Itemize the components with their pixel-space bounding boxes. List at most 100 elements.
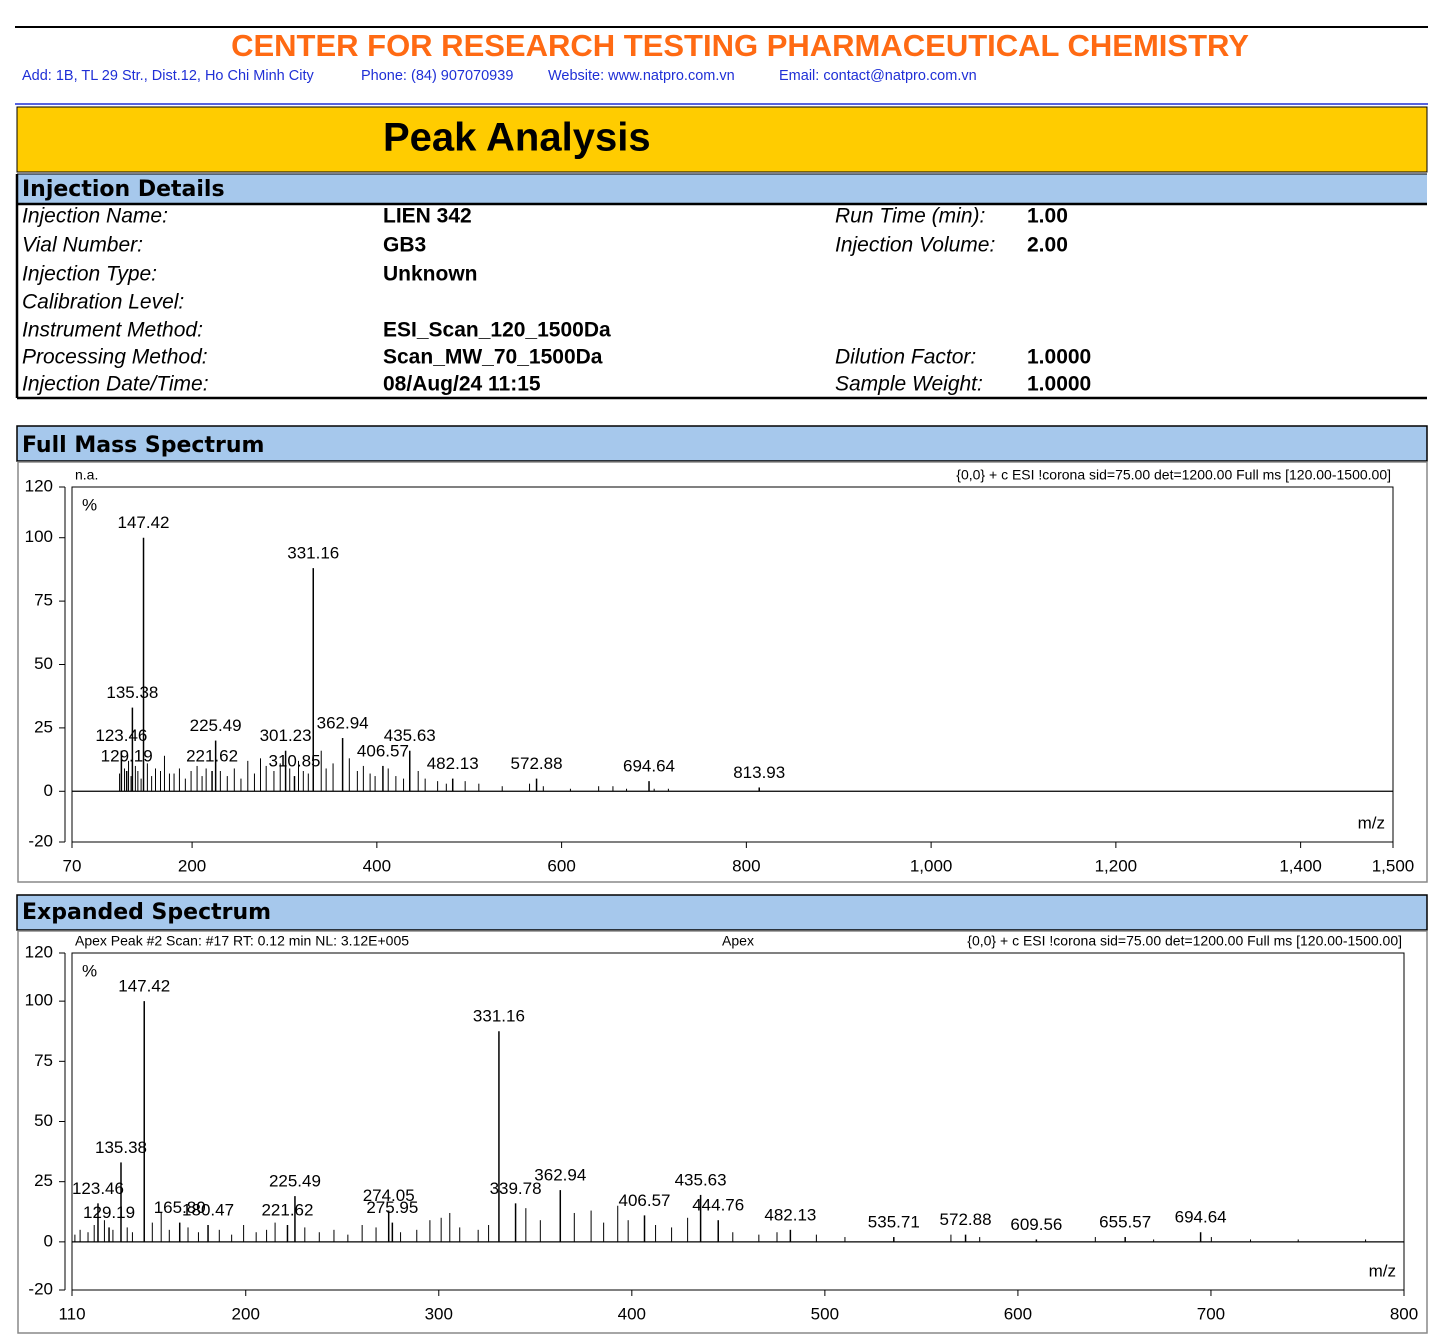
peak-label: 135.38 [95, 1138, 147, 1157]
peak-label: 339.78 [490, 1179, 542, 1198]
x-tick-label: 200 [232, 1304, 260, 1323]
peak-label: 572.88 [940, 1210, 992, 1229]
peak-label: 123.46 [95, 726, 147, 745]
y-tick-label: 50 [34, 1111, 53, 1130]
detail-label: Processing Method: [22, 346, 208, 369]
peak-label: 482.13 [427, 754, 479, 773]
detail-value: 1.0000 [1027, 373, 1091, 396]
chart-frame [17, 930, 1428, 1334]
section-bar [16, 425, 1428, 462]
peak-label: 225.49 [190, 716, 242, 735]
peak-label: 123.46 [72, 1179, 124, 1198]
detail-value: LIEN 342 [383, 205, 472, 228]
x-tick-label: 600 [547, 856, 575, 875]
x-tick-label: 1,500 [1372, 856, 1415, 875]
x-tick-label: 1,200 [1095, 856, 1138, 875]
detail-value: Unknown [383, 263, 478, 286]
section-title: Expanded Spectrum [22, 900, 271, 925]
y-tick-label: 75 [34, 591, 53, 610]
x-unit: m/z [1369, 1261, 1396, 1280]
peak-label: 331.16 [473, 1007, 525, 1026]
x-tick-label: 400 [618, 1304, 646, 1323]
y-tick-label: 120 [25, 476, 53, 495]
x-tick-label: 200 [178, 856, 206, 875]
peak-label: 310.85 [268, 752, 320, 771]
center-title: CENTER FOR RESEARCH TESTING PHARMACEUTIC… [231, 28, 1249, 63]
detail-value: 1.00 [1027, 205, 1068, 228]
y-tick-label: 100 [25, 527, 53, 546]
x-tick-label: 600 [1004, 1304, 1032, 1323]
phone: Phone: (84) 907070939 [361, 68, 513, 84]
detail-label: Vial Number: [22, 234, 143, 257]
y-tick-label: -20 [28, 831, 53, 850]
plot-box [71, 486, 1394, 843]
peak-label: 129.19 [83, 1203, 135, 1222]
x-tick-label: 300 [425, 1304, 453, 1323]
peak-label: 406.57 [619, 1191, 671, 1210]
peak-label: 331.16 [287, 544, 339, 563]
section-bar [17, 174, 1427, 204]
peak-label: 147.42 [118, 977, 170, 996]
detail-label: Injection Date/Time: [22, 373, 209, 396]
x-tick-label: 1,000 [910, 856, 953, 875]
peak-label: 221.62 [261, 1200, 313, 1219]
peak-label: 535.71 [868, 1213, 920, 1232]
detail-label: Injection Name: [22, 205, 168, 228]
peak-label: 362.94 [317, 714, 369, 733]
y-tick-label: -20 [28, 1279, 53, 1298]
section-bar [16, 894, 1428, 931]
x-tick-label: 110 [58, 1304, 85, 1323]
chart-frame [17, 461, 1428, 883]
detail-label: Run Time (min): [835, 205, 985, 228]
peak-label: 274.05 [363, 1186, 415, 1205]
detail-label: Calibration Level: [22, 291, 184, 314]
detail-value: ESI_Scan_120_1500Da [383, 319, 611, 342]
peak-label: 482.13 [764, 1205, 816, 1224]
peak-label: 572.88 [511, 754, 563, 773]
detail-label: Dilution Factor: [835, 346, 976, 369]
y-tick-label: 50 [34, 654, 53, 673]
address: Add: 1B, TL 29 Str., Dist.12, Ho Chi Min… [22, 68, 314, 84]
peak-label: 655.57 [1099, 1213, 1151, 1232]
peak-label: 301.23 [260, 726, 312, 745]
x-tick-label: 1,400 [1279, 856, 1322, 875]
y-tick-label: 75 [34, 1051, 53, 1070]
peak-label: 435.63 [384, 726, 436, 745]
peak-label: 275.95 [366, 1198, 418, 1217]
detail-label: Injection Volume: [835, 234, 995, 257]
peak-label: 694.64 [1175, 1208, 1227, 1227]
y-tick-label: 120 [25, 942, 53, 961]
detail-value: 1.0000 [1027, 346, 1091, 369]
y-tick-label: 25 [34, 1171, 53, 1190]
detail-label: Injection Type: [22, 263, 157, 286]
annotation: n.a. [75, 467, 98, 483]
plot-box [71, 952, 1405, 1291]
y-tick-label: 25 [34, 717, 53, 736]
details: Injection Name: LIEN 342 Run Time (min): 1.… [22, 205, 1091, 396]
peak-label: 180.47 [182, 1200, 234, 1219]
y-unit: % [82, 495, 97, 514]
peak-label: 221.62 [186, 746, 238, 765]
annotation: {0,0} + c ESI !corona sid=75.00 det=1200… [956, 467, 1391, 483]
section-title: Full Mass Spectrum [22, 433, 264, 458]
x-tick-label: 70 [63, 856, 82, 875]
peak-label: 694.64 [623, 757, 675, 776]
annotation: {0,0} + c ESI !corona sid=75.00 det=1200… [967, 933, 1402, 949]
y-tick-label: 0 [44, 781, 53, 800]
x-tick-label: 800 [1390, 1304, 1418, 1323]
x-tick-label: 800 [732, 856, 760, 875]
peak-label: 362.94 [534, 1166, 586, 1185]
peak-label: 406.57 [357, 741, 409, 760]
peak-label: 165.80 [154, 1198, 206, 1217]
detail-value: 08/Aug/24 11:15 [383, 373, 541, 396]
detail-label: Sample Weight: [835, 373, 983, 396]
annotation: Apex [722, 933, 754, 949]
x-tick-label: 400 [363, 856, 391, 875]
peak-label: 147.42 [118, 513, 170, 532]
x-unit: m/z [1358, 813, 1385, 832]
x-tick-label: 500 [811, 1304, 839, 1323]
email: Email: contact@natpro.com.vn [779, 68, 977, 84]
y-unit: % [82, 961, 97, 980]
banner-title: Peak Analysis [383, 116, 651, 160]
